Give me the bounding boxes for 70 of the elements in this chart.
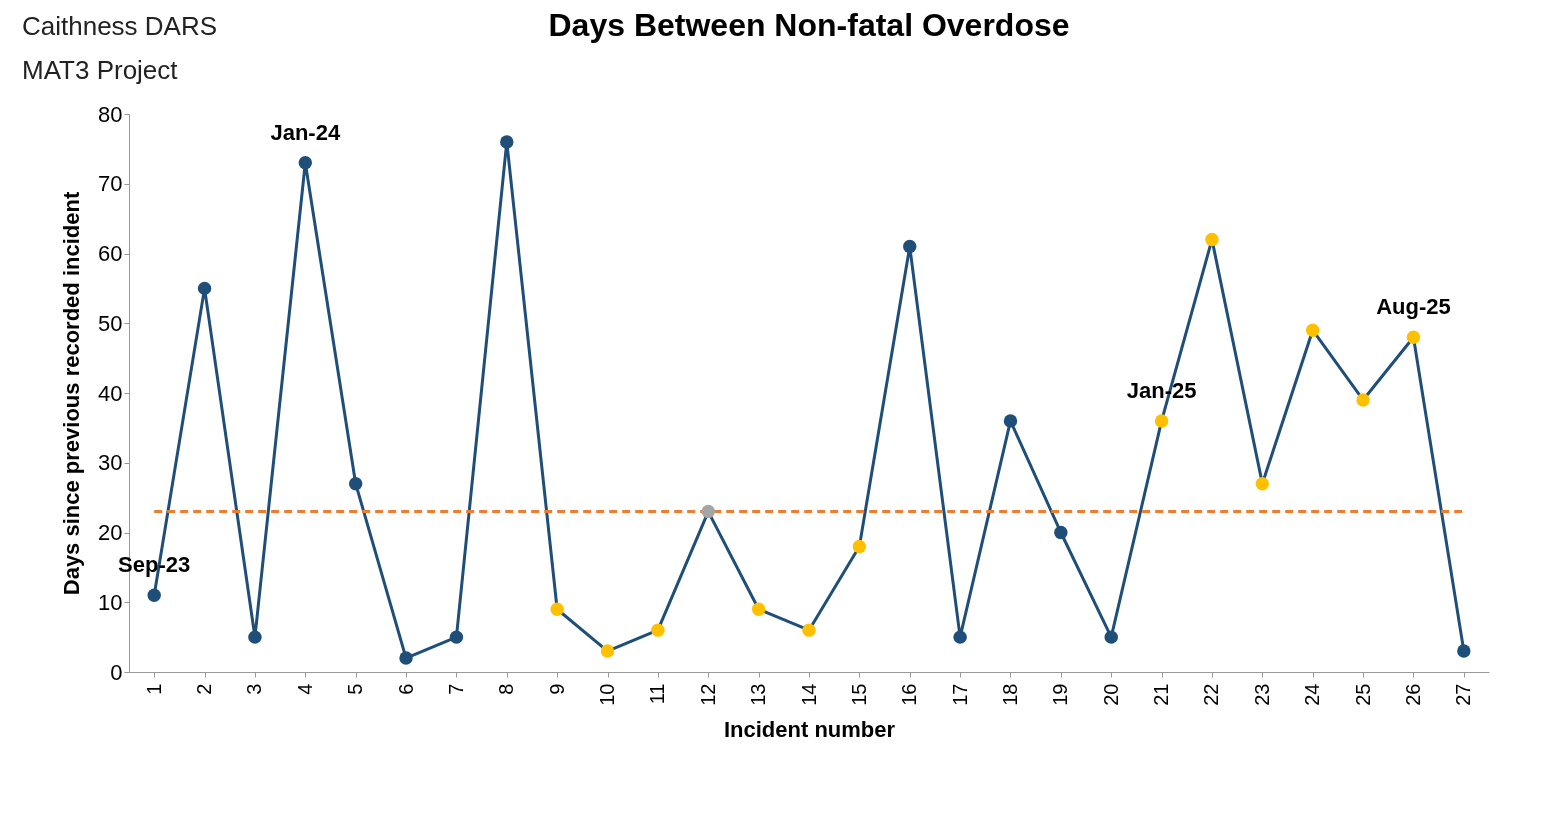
point (1255, 476, 1270, 491)
point (197, 281, 212, 296)
chart-title: Days Between Non-fatal Overdose (548, 7, 1070, 43)
x-tick-label: 1 (142, 683, 165, 695)
point (399, 651, 413, 665)
point (751, 602, 766, 616)
y-tick-label: 30 (98, 450, 123, 476)
text: Caithness DARS (22, 10, 218, 43)
y-axis-title: Days since previous recorded incident (59, 191, 85, 596)
x-tick-label: 2 (193, 683, 216, 695)
x-tick-label: 3 (243, 683, 266, 695)
x-tick-label: 21 (1150, 683, 1173, 706)
point (1104, 630, 1118, 644)
point (1457, 644, 1471, 658)
point (550, 602, 564, 616)
x-tick-label: 20 (1099, 683, 1122, 706)
point (1306, 323, 1320, 337)
x-tick-label: 6 (394, 683, 417, 695)
x-tick-label: 4 (293, 683, 316, 695)
point (600, 644, 615, 658)
x-tick-label: 13 (747, 683, 770, 706)
point (147, 588, 161, 602)
point (449, 630, 464, 644)
x-tick-label: 18 (998, 683, 1021, 706)
y-tick-label: 70 (98, 171, 123, 197)
x-tick-label: 15 (847, 683, 870, 706)
x-tick-label: 19 (1049, 683, 1072, 706)
point (248, 630, 262, 644)
annotation: Aug-25 (1376, 294, 1451, 320)
y-tick-label: 50 (98, 310, 123, 336)
x-tick-label: 25 (1351, 683, 1374, 706)
annotation: Jan-24 (270, 119, 341, 145)
point (1154, 414, 1169, 428)
y-tick-label: 10 (98, 589, 123, 615)
point (852, 539, 867, 554)
x-tick-label: 24 (1301, 683, 1324, 706)
y-tick-label: 40 (98, 380, 123, 406)
x-tick-label: 11 (646, 683, 669, 705)
x-tick-label: 23 (1250, 683, 1273, 706)
y-tick-label: 20 (98, 520, 123, 545)
x-tick-label: 17 (948, 683, 971, 706)
x-tick-label: 22 (1200, 683, 1223, 706)
x-tick-label: 8 (495, 683, 518, 695)
y-tick-label: 0 (110, 659, 123, 685)
point (298, 156, 312, 170)
y-tick-label: 60 (98, 241, 123, 266)
point (651, 623, 665, 637)
point (1356, 393, 1370, 407)
x-tick-label: 27 (1452, 683, 1475, 706)
point (348, 476, 363, 491)
point (953, 630, 967, 644)
point (802, 623, 816, 637)
text: MAT3 Project (22, 54, 179, 87)
x-tick-label: 26 (1401, 683, 1424, 706)
point (1003, 414, 1018, 428)
x-tick-label: 5 (344, 683, 367, 695)
x-tick-label: 16 (898, 683, 921, 706)
x-axis-title: Incident number (723, 716, 896, 742)
point (1054, 525, 1068, 540)
x-tick-label: 9 (545, 683, 568, 695)
y-tick-label: 80 (98, 101, 123, 127)
x-tick-label: 7 (444, 683, 467, 695)
x-tick-label: 14 (797, 683, 820, 706)
point (1406, 330, 1421, 344)
point (903, 239, 917, 254)
point (1205, 232, 1219, 247)
x-tick-label: 10 (596, 683, 619, 706)
point (500, 135, 514, 149)
point (701, 504, 715, 519)
x-tick-label: 12 (696, 683, 719, 706)
